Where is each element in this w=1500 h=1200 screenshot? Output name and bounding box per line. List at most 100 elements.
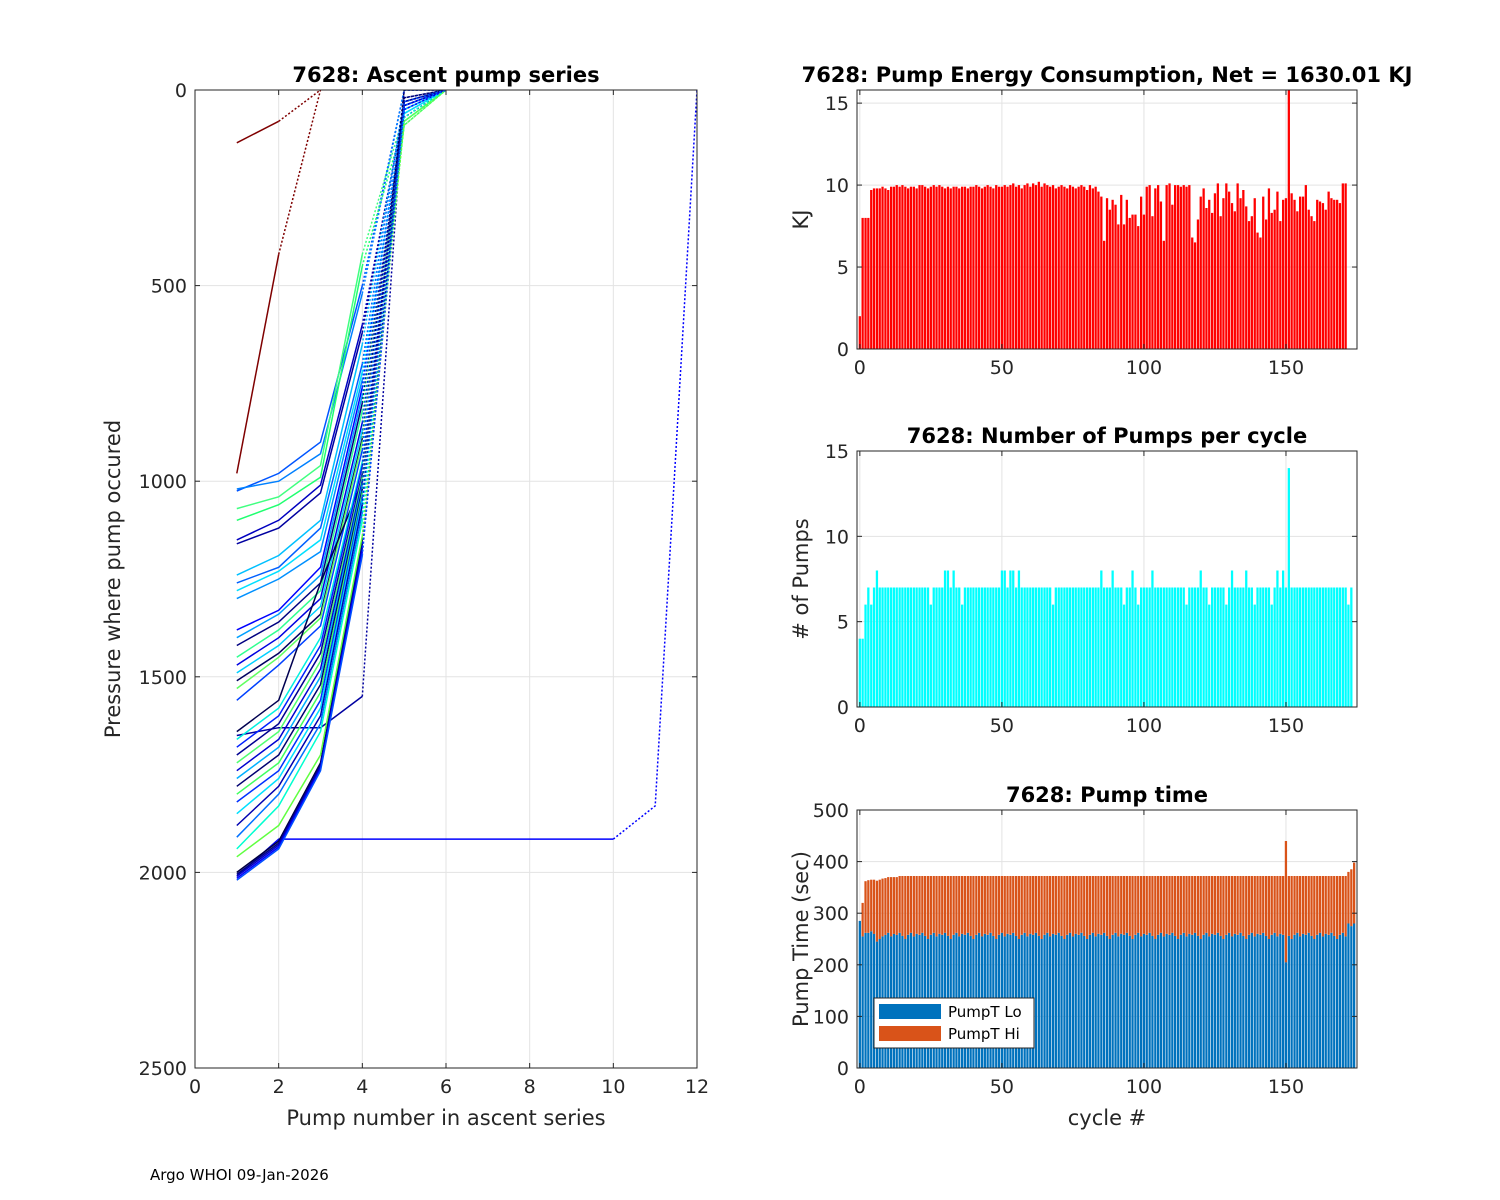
bar: [1091, 188, 1094, 349]
legend-label: PumpT Hi: [948, 1025, 1020, 1043]
bar: [1148, 932, 1151, 1068]
axes-box: [856, 89, 1358, 350]
bar: [1262, 876, 1265, 933]
bar: [1043, 876, 1046, 935]
bar: [1068, 587, 1072, 707]
bar: [898, 587, 901, 707]
bar: [1216, 587, 1219, 707]
bar: [1265, 219, 1268, 349]
bar: [1091, 876, 1094, 933]
bar: [901, 185, 904, 349]
bar: [867, 217, 870, 349]
tick-label-y: 300: [813, 903, 849, 925]
bar: [1353, 862, 1356, 924]
bar: [1216, 876, 1219, 933]
bar: [1142, 876, 1146, 934]
bar: [1182, 185, 1185, 349]
bar: [1239, 932, 1242, 1068]
bar: [1020, 188, 1023, 349]
bar: [983, 186, 986, 349]
bar: [1145, 186, 1148, 349]
tick-label-y: 500: [813, 800, 849, 822]
series-line-dotted: [361, 90, 447, 443]
series-line-dotted: [277, 90, 322, 255]
bar: [895, 587, 898, 707]
bar: [1265, 587, 1268, 707]
bar: [1193, 932, 1197, 1068]
bar: [1060, 185, 1063, 349]
bar: [1103, 587, 1106, 707]
bar: [1159, 932, 1163, 1068]
bar: [1225, 604, 1228, 707]
bar: [978, 186, 981, 349]
bar: [1159, 587, 1163, 707]
bar: [1253, 936, 1256, 1068]
bar: [1225, 876, 1228, 935]
bar: [941, 876, 944, 935]
bar: [881, 587, 884, 707]
bar: [1273, 876, 1276, 933]
bar: [966, 876, 969, 933]
bar: [1219, 935, 1222, 1068]
bar: [1253, 876, 1256, 937]
bar: [1293, 876, 1296, 935]
bar: [1296, 211, 1299, 349]
bar: [1032, 876, 1035, 935]
bar: [1120, 587, 1123, 707]
bar: [1154, 587, 1157, 707]
bar: [892, 877, 896, 934]
series-line: [236, 422, 364, 666]
bar: [1279, 221, 1282, 349]
bar: [955, 876, 958, 933]
bar: [1165, 587, 1168, 707]
bar: [1279, 876, 1282, 934]
bar: [949, 587, 952, 707]
bar: [1105, 876, 1109, 936]
bar: [1196, 219, 1200, 349]
chart-ascent: 0 2 4 6 8 10 12 0 500 1000 1500 2000 2500 7628: Ascen…: [101, 63, 709, 1130]
bar: [926, 188, 930, 349]
bar: [989, 587, 992, 707]
bar: [1020, 876, 1023, 935]
bar: [1316, 199, 1319, 349]
bar: [1142, 933, 1146, 1068]
bar: [1301, 876, 1305, 934]
series-line: [236, 484, 364, 780]
bar: [1256, 933, 1259, 1068]
bar: [1006, 186, 1009, 349]
bar: [1202, 587, 1205, 707]
bar: [1239, 587, 1242, 707]
bar: [1324, 587, 1327, 707]
bar: [1125, 199, 1128, 349]
bar: [926, 587, 930, 707]
bar: [915, 587, 918, 707]
bar: [1162, 240, 1165, 349]
bar: [1318, 201, 1322, 349]
tick-label-y: 200: [813, 955, 849, 977]
bar: [861, 936, 864, 1068]
bar: [1211, 933, 1214, 1068]
tick-label-x: 12: [685, 1076, 709, 1098]
bar: [1063, 876, 1066, 939]
series-line-dotted: [278, 90, 321, 122]
bar: [1134, 214, 1137, 349]
bar: [1287, 90, 1290, 349]
tick-label-x: 100: [1126, 357, 1162, 379]
bar: [1017, 570, 1021, 707]
series-line-dotted: [361, 90, 447, 478]
bar: [1171, 932, 1174, 1068]
bar: [1338, 587, 1342, 707]
bar: [1128, 587, 1131, 707]
bar: [1111, 934, 1114, 1068]
bar: [1296, 876, 1299, 933]
bar: [1193, 876, 1197, 933]
bar: [1097, 587, 1100, 707]
bar: [1003, 185, 1006, 349]
bar: [1199, 939, 1202, 1068]
bar: [1307, 932, 1310, 1068]
bar: [1006, 876, 1009, 934]
bar: [1236, 183, 1239, 349]
bar: [1012, 876, 1015, 933]
bar: [938, 587, 941, 707]
bar: [1054, 188, 1057, 349]
